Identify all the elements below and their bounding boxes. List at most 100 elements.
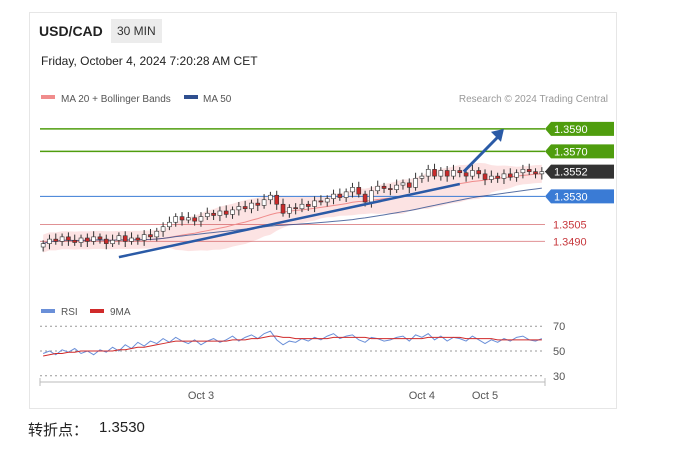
candle-body: [129, 237, 134, 242]
rsi-level-label-30: 30: [553, 371, 565, 383]
ma20-legend-swatch: [41, 95, 55, 99]
candle-body: [154, 230, 160, 238]
candle-body: [444, 170, 450, 177]
candle-body: [160, 226, 166, 232]
candle-body: [331, 193, 336, 199]
level-label-1.3505: 1.3505: [553, 220, 587, 232]
rsi-ma-legend-label: 9MA: [110, 307, 131, 318]
candle-body: [514, 172, 519, 178]
rsi-legend: RSI 9MA: [41, 307, 131, 318]
candle-body: [116, 235, 122, 241]
candle-body: [400, 182, 406, 186]
candle-body: [179, 216, 185, 221]
candle-body: [381, 185, 387, 189]
candle-body: [457, 170, 463, 174]
candle-body: [388, 188, 393, 190]
candle-body: [432, 169, 437, 177]
candle-body: [293, 207, 298, 210]
candle-body: [110, 239, 115, 244]
candle-body: [59, 236, 65, 242]
candles-layer: [40, 163, 545, 252]
candle-body: [312, 200, 317, 207]
candle-body: [495, 175, 500, 179]
candle-body: [482, 173, 488, 180]
candle-body: [198, 216, 204, 222]
candle-body: [507, 173, 513, 178]
ma50-legend-swatch: [184, 95, 198, 99]
rsi-ma-line: [43, 335, 542, 357]
candle-body: [53, 238, 59, 242]
level-label-1.3570: 1.3570: [554, 146, 588, 158]
candle-body: [249, 202, 254, 210]
pivot-label: 转折点：: [28, 422, 89, 439]
rsi-panel: 70 50 30: [40, 321, 565, 383]
candle-body: [223, 210, 229, 215]
candle-body: [419, 175, 425, 179]
support-trendline: [118, 182, 461, 259]
pivot-value: 1.3530: [99, 419, 145, 436]
rsi-line: [42, 330, 543, 356]
candle-body: [242, 206, 248, 210]
candle-body: [135, 237, 141, 241]
candle-body: [337, 193, 343, 198]
candle-body: [204, 212, 210, 217]
candle-body: [230, 209, 235, 215]
candle-body: [66, 236, 71, 241]
candle-body: [141, 234, 147, 241]
candle-body: [47, 238, 52, 244]
candle-body: [318, 200, 324, 203]
candle-body: [192, 217, 197, 222]
candle-body: [343, 191, 349, 198]
forecast-arrow-shaft: [462, 135, 500, 173]
candle-body: [274, 194, 280, 205]
candle-body: [425, 169, 431, 177]
candle-body: [539, 171, 545, 175]
candle-body: [526, 169, 532, 172]
candle-body: [186, 217, 191, 221]
candle-body: [287, 207, 292, 214]
x-tick-label: Oct 5: [472, 390, 498, 402]
candle-body: [470, 170, 475, 177]
candle-body: [501, 173, 507, 179]
rsi-ma-legend-swatch: [90, 309, 104, 313]
candle-body: [350, 187, 355, 193]
candle-body: [148, 234, 153, 238]
level-labels-layer: 1.3590 1.3570 1.3552 1.3530 1.3505 1.3490: [545, 121, 614, 248]
candle-body: [406, 182, 412, 188]
candle-body: [299, 203, 305, 210]
candle-body: [362, 193, 368, 203]
candle-body: [261, 199, 267, 206]
copyright-text: Research © 2024 Trading Central: [459, 94, 608, 105]
candle-body: [122, 235, 128, 242]
candle-body: [356, 187, 362, 195]
timeframe-badge[interactable]: 30 MIN: [111, 19, 162, 43]
candle-body: [211, 212, 216, 216]
candle-body: [103, 238, 109, 244]
forecast-arrow-head: [490, 128, 504, 142]
rsi-legend-swatch: [41, 309, 55, 313]
candle-body: [489, 175, 494, 180]
candle-body: [72, 239, 78, 243]
candle-body: [451, 170, 456, 177]
candle-body: [463, 172, 469, 177]
level-tag-1.3552: [545, 164, 614, 179]
main-legend: MA 20 + Bollinger Bands MA 50 Research ©…: [41, 94, 608, 105]
candle-body: [520, 169, 526, 174]
candle-body: [280, 203, 286, 214]
candle-body: [97, 236, 103, 240]
level-tag-1.3530: [545, 189, 614, 204]
rsi-level-label-70: 70: [553, 321, 565, 333]
level-tag-1.3590: [545, 121, 614, 136]
candle-body: [255, 202, 261, 206]
candle-body: [324, 198, 330, 203]
candle-body: [305, 203, 311, 207]
candle-body: [217, 210, 223, 216]
level-label-1.3590: 1.3590: [554, 124, 588, 136]
level-lines-layer: [40, 128, 546, 242]
candle-body: [394, 184, 399, 190]
candle-body: [533, 171, 538, 175]
candle-body: [78, 237, 84, 243]
x-tick-label: Oct 3: [188, 390, 214, 402]
candle-body: [40, 243, 46, 248]
